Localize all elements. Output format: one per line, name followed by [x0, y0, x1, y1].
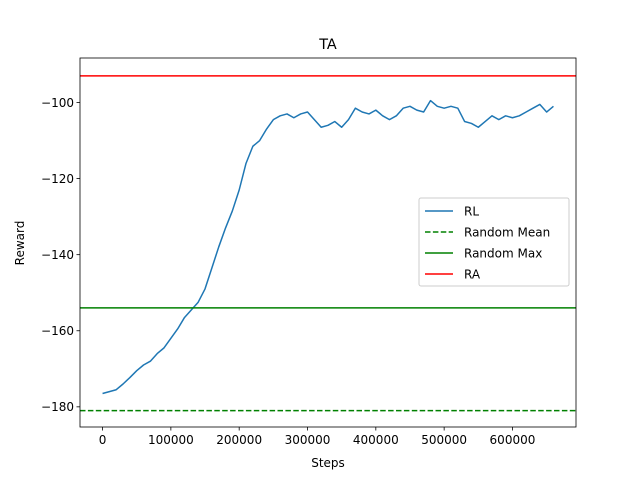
y-tick-label: −160 — [41, 324, 74, 338]
series-line-rl — [102, 99, 554, 395]
x-tick-label: 400000 — [353, 433, 399, 447]
x-axis-label: Steps — [311, 456, 345, 470]
y-tick-label: −120 — [41, 172, 74, 186]
x-tick-label: 0 — [99, 433, 107, 447]
plot-frame — [79, 57, 577, 428]
legend-label-random-mean: Random Mean — [464, 225, 550, 239]
legend-label-ra: RA — [464, 267, 481, 281]
legend-box — [418, 197, 570, 287]
legend: RL Random Mean Random Max RA — [418, 197, 570, 287]
x-tick-label: 600000 — [490, 433, 536, 447]
legend-label-rl: RL — [464, 204, 479, 218]
y-tick-label: −140 — [41, 248, 74, 262]
legend-label-random-max: Random Max — [464, 246, 542, 260]
x-tick-label: 500000 — [421, 433, 467, 447]
y-axis-label: Reward — [13, 221, 27, 266]
chart-title: TA — [318, 37, 337, 53]
x-tick-label: 300000 — [285, 433, 331, 447]
x-tick-label: 100000 — [148, 433, 194, 447]
y-tick-label: −100 — [41, 96, 74, 110]
y-tick-label: −180 — [41, 400, 74, 414]
x-tick-label: 200000 — [216, 433, 262, 447]
